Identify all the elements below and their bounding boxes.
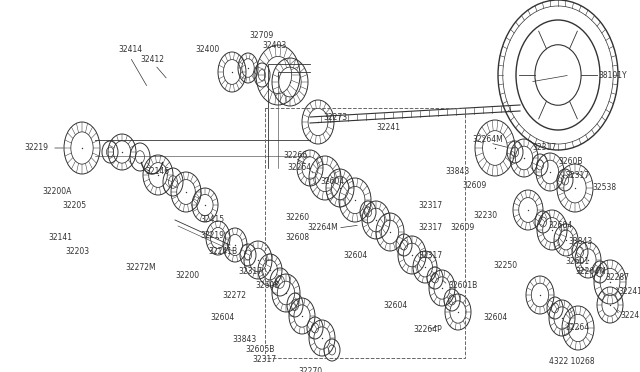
Text: 32203: 32203 xyxy=(65,247,89,257)
Text: 32412: 32412 xyxy=(140,55,164,64)
Text: 32604: 32604 xyxy=(210,314,234,323)
Text: 32264M: 32264M xyxy=(307,224,338,232)
Text: 32400: 32400 xyxy=(196,45,220,55)
Text: 32264P: 32264P xyxy=(413,326,442,334)
Text: 32250: 32250 xyxy=(494,260,518,269)
Text: 32415: 32415 xyxy=(200,215,224,224)
Text: 32317: 32317 xyxy=(418,201,442,209)
Text: 32272: 32272 xyxy=(222,291,246,299)
Text: 32264: 32264 xyxy=(288,164,312,173)
Text: 32608: 32608 xyxy=(255,280,279,289)
Text: 33843: 33843 xyxy=(232,336,256,344)
Text: 32241: 32241 xyxy=(376,124,400,132)
Text: 32608: 32608 xyxy=(286,234,310,243)
Text: 32609: 32609 xyxy=(462,180,486,189)
Text: 32604: 32604 xyxy=(344,250,368,260)
Text: 32601: 32601 xyxy=(565,257,589,266)
Text: 32609: 32609 xyxy=(451,224,475,232)
Text: 32241C: 32241C xyxy=(618,288,640,296)
Text: 33843: 33843 xyxy=(445,167,469,176)
Text: 32266: 32266 xyxy=(283,151,307,160)
Text: 32317: 32317 xyxy=(418,250,442,260)
Text: 4322 10268: 4322 10268 xyxy=(549,357,595,366)
Text: 32270: 32270 xyxy=(298,368,322,372)
Text: 32605B: 32605B xyxy=(245,346,275,355)
Text: 32264: 32264 xyxy=(565,324,589,333)
Text: 32317: 32317 xyxy=(252,356,276,365)
Text: 32245: 32245 xyxy=(620,311,640,320)
Text: 32709: 32709 xyxy=(250,31,274,39)
Text: 32414: 32414 xyxy=(118,45,142,55)
Text: 32141: 32141 xyxy=(48,234,72,243)
Text: 32403: 32403 xyxy=(263,41,287,49)
Text: 32604: 32604 xyxy=(484,314,508,323)
Text: 32604: 32604 xyxy=(548,221,572,230)
Text: 32287: 32287 xyxy=(605,273,629,282)
Text: 32604: 32604 xyxy=(321,177,345,186)
Text: 32317: 32317 xyxy=(565,170,589,180)
Text: 32264M: 32264M xyxy=(472,135,504,144)
Text: 32317: 32317 xyxy=(238,267,262,276)
Text: 32317: 32317 xyxy=(418,224,442,232)
Text: 32264M: 32264M xyxy=(575,267,605,276)
Text: 32241B: 32241B xyxy=(208,247,237,257)
Bar xyxy=(265,108,465,358)
Text: 32272M: 32272M xyxy=(125,263,156,273)
Text: 32200: 32200 xyxy=(175,270,199,279)
Text: 32538: 32538 xyxy=(592,183,616,192)
Text: 32273: 32273 xyxy=(323,113,347,122)
Text: 32219: 32219 xyxy=(200,231,224,240)
Text: 32317: 32317 xyxy=(532,144,556,153)
Text: 32205: 32205 xyxy=(62,201,86,209)
Text: 32219: 32219 xyxy=(24,144,48,153)
Text: 32200A: 32200A xyxy=(42,187,72,196)
Text: 32604: 32604 xyxy=(384,301,408,310)
Text: 38101Y: 38101Y xyxy=(598,71,627,80)
Text: 32260: 32260 xyxy=(286,214,310,222)
Text: 32146: 32146 xyxy=(145,167,169,176)
Text: 3260B: 3260B xyxy=(558,157,582,167)
Text: 33843: 33843 xyxy=(568,237,592,247)
Text: 32230: 32230 xyxy=(474,211,498,219)
Text: 32601B: 32601B xyxy=(448,280,477,289)
